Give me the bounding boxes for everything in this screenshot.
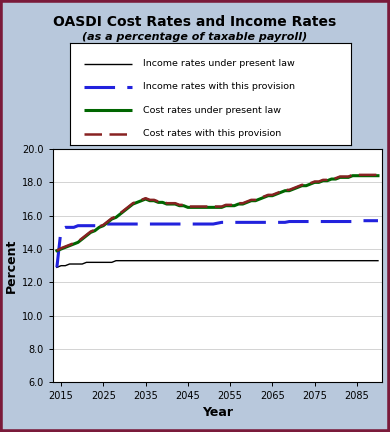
Text: OASDI Cost Rates and Income Rates: OASDI Cost Rates and Income Rates [53, 15, 337, 29]
Text: (as a percentage of taxable payroll): (as a percentage of taxable payroll) [82, 32, 308, 42]
Text: Income rates under present law: Income rates under present law [143, 59, 295, 68]
Text: Cost rates under present law: Cost rates under present law [143, 106, 281, 115]
Text: Cost rates with this provision: Cost rates with this provision [143, 129, 282, 138]
Y-axis label: Percent: Percent [5, 238, 18, 293]
X-axis label: Year: Year [202, 406, 233, 419]
Text: Income rates with this provision: Income rates with this provision [143, 83, 295, 91]
